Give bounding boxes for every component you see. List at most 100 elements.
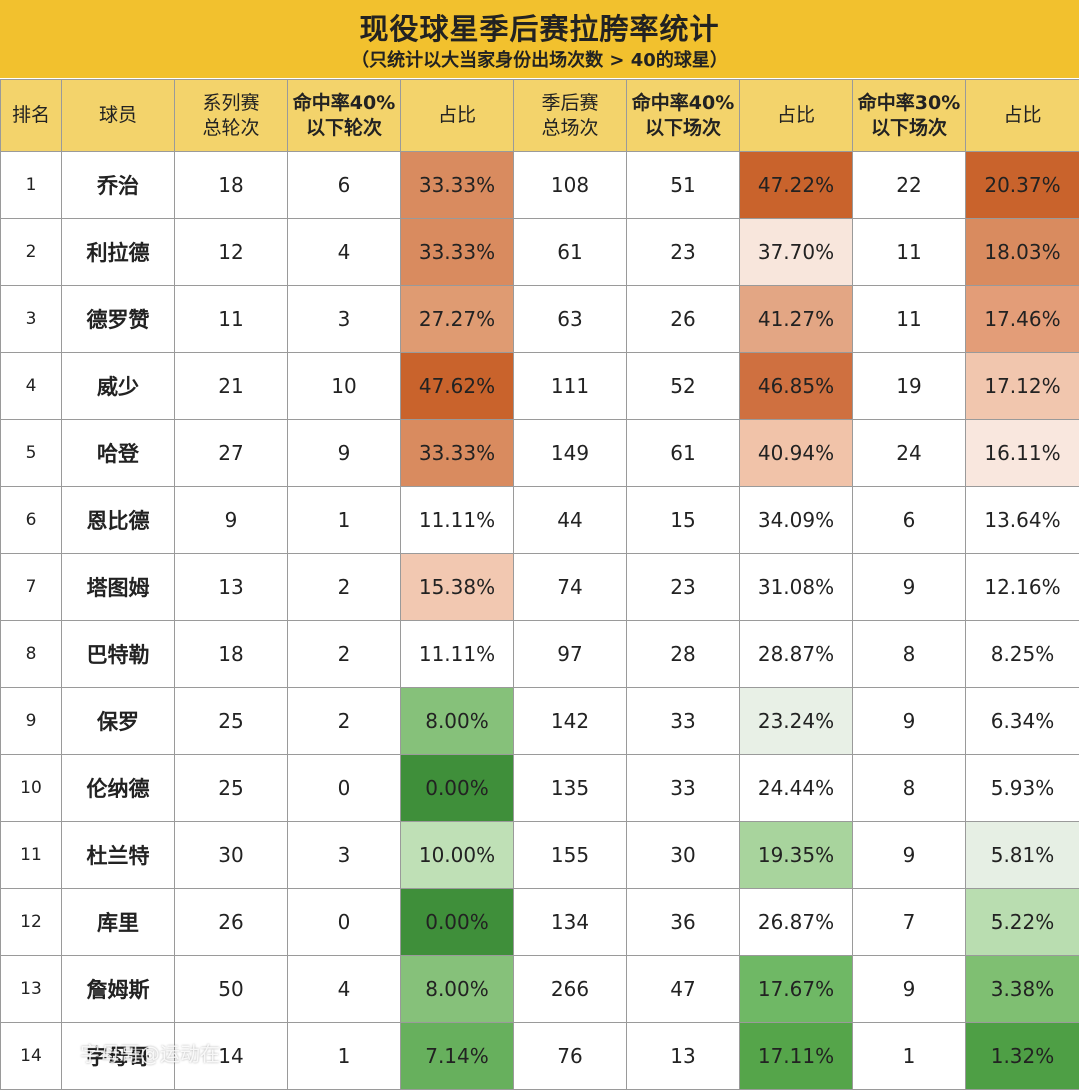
cell-rank: 6 — [1, 487, 62, 554]
cell-series-below40: 1 — [288, 1023, 401, 1090]
cell-games-below30: 8 — [853, 621, 966, 688]
cell-games-pct30: 1.32% — [966, 1023, 1079, 1090]
cell-games-pct40: 46.85% — [740, 353, 853, 420]
cell-games-below40: 36 — [627, 889, 740, 956]
cell-series-pct: 0.00% — [401, 755, 514, 822]
cell-rank: 9 — [1, 688, 62, 755]
cell-series-pct: 47.62% — [401, 353, 514, 420]
cell-series-total: 9 — [175, 487, 288, 554]
cell-games-pct30: 13.64% — [966, 487, 1079, 554]
column-header-line: 系列赛 — [175, 91, 287, 116]
column-header-line: 以下场次 — [627, 116, 739, 141]
cell-series-pct: 10.00% — [401, 822, 514, 889]
cell-games-below30: 9 — [853, 956, 966, 1023]
cell-series-total: 27 — [175, 420, 288, 487]
cell-games-total: 61 — [514, 219, 627, 286]
cell-rank: 11 — [1, 822, 62, 889]
cell-player: 哈登 — [62, 420, 175, 487]
cell-series-total: 30 — [175, 822, 288, 889]
column-header-line: 以下轮次 — [288, 116, 400, 141]
cell-series-below40: 0 — [288, 755, 401, 822]
page-subtitle: （只统计以大当家身份出场次数 > 40的球星） — [0, 46, 1079, 72]
cell-series-total: 18 — [175, 152, 288, 219]
cell-games-pct30: 3.38% — [966, 956, 1079, 1023]
cell-games-pct40: 41.27% — [740, 286, 853, 353]
cell-series-pct: 27.27% — [401, 286, 514, 353]
cell-games-pct30: 17.46% — [966, 286, 1079, 353]
cell-player: 恩比德 — [62, 487, 175, 554]
column-header-line: 球员 — [62, 103, 174, 128]
cell-series-pct: 15.38% — [401, 554, 514, 621]
cell-series-below40: 2 — [288, 554, 401, 621]
cell-player: 威少 — [62, 353, 175, 420]
cell-rank: 14 — [1, 1023, 62, 1090]
cell-games-below40: 51 — [627, 152, 740, 219]
cell-games-total: 74 — [514, 554, 627, 621]
cell-games-below30: 19 — [853, 353, 966, 420]
cell-games-pct40: 24.44% — [740, 755, 853, 822]
cell-games-below40: 30 — [627, 822, 740, 889]
cell-rank: 4 — [1, 353, 62, 420]
cell-games-pct40: 17.11% — [740, 1023, 853, 1090]
column-header: 占比 — [740, 80, 853, 152]
cell-games-total: 135 — [514, 755, 627, 822]
column-header: 占比 — [966, 80, 1079, 152]
cell-games-below40: 33 — [627, 755, 740, 822]
cell-games-below30: 11 — [853, 286, 966, 353]
column-header: 命中率30%以下场次 — [853, 80, 966, 152]
cell-series-pct: 11.11% — [401, 621, 514, 688]
column-header-line: 排名 — [1, 103, 61, 128]
cell-games-pct40: 31.08% — [740, 554, 853, 621]
cell-series-below40: 3 — [288, 822, 401, 889]
cell-games-total: 108 — [514, 152, 627, 219]
cell-games-pct40: 28.87% — [740, 621, 853, 688]
column-header-line: 占比 — [740, 103, 852, 128]
cell-series-pct: 0.00% — [401, 889, 514, 956]
cell-games-below30: 1 — [853, 1023, 966, 1090]
cell-games-pct30: 5.93% — [966, 755, 1079, 822]
cell-games-total: 142 — [514, 688, 627, 755]
cell-series-pct: 8.00% — [401, 688, 514, 755]
cell-games-below30: 22 — [853, 152, 966, 219]
cell-series-total: 13 — [175, 554, 288, 621]
column-header-line: 总场次 — [514, 116, 626, 141]
cell-games-below30: 8 — [853, 755, 966, 822]
cell-series-below40: 2 — [288, 688, 401, 755]
cell-series-pct: 8.00% — [401, 956, 514, 1023]
cell-rank: 7 — [1, 554, 62, 621]
cell-games-below40: 33 — [627, 688, 740, 755]
column-header: 球员 — [62, 80, 175, 152]
cell-games-pct30: 20.37% — [966, 152, 1079, 219]
cell-player: 巴特勒 — [62, 621, 175, 688]
cell-series-below40: 4 — [288, 219, 401, 286]
column-header: 排名 — [1, 80, 62, 152]
cell-series-total: 25 — [175, 688, 288, 755]
cell-player: 德罗赞 — [62, 286, 175, 353]
cell-games-below30: 9 — [853, 554, 966, 621]
column-header-line: 以下场次 — [853, 116, 965, 141]
cell-games-pct40: 19.35% — [740, 822, 853, 889]
cell-series-below40: 0 — [288, 889, 401, 956]
cell-games-pct30: 6.34% — [966, 688, 1079, 755]
cell-games-total: 97 — [514, 621, 627, 688]
cell-games-below30: 24 — [853, 420, 966, 487]
cell-games-pct40: 34.09% — [740, 487, 853, 554]
cell-games-below40: 23 — [627, 219, 740, 286]
cell-player: 利拉德 — [62, 219, 175, 286]
cell-games-below40: 15 — [627, 487, 740, 554]
cell-games-below40: 52 — [627, 353, 740, 420]
cell-series-below40: 4 — [288, 956, 401, 1023]
cell-rank: 5 — [1, 420, 62, 487]
cell-series-total: 21 — [175, 353, 288, 420]
cell-games-pct40: 47.22% — [740, 152, 853, 219]
cell-rank: 1 — [1, 152, 62, 219]
